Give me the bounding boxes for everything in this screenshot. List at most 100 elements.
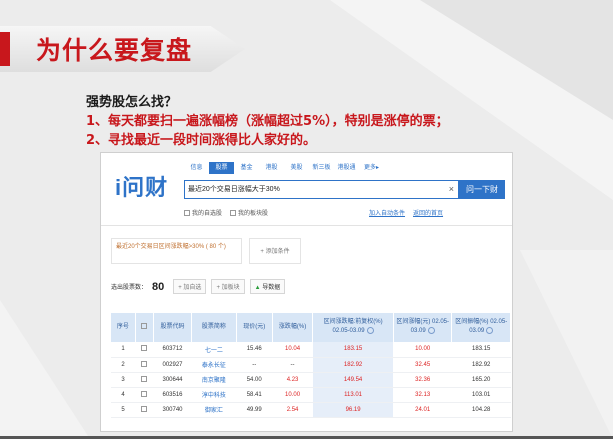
result-count: 80: [152, 280, 165, 293]
header-amplitude[interactable]: 区间振幅(%) 02.05-03.09: [451, 313, 511, 342]
tab-stocks[interactable]: 股票: [209, 162, 234, 174]
checkbox-icon: [230, 210, 237, 217]
checkbox-icon[interactable]: [141, 375, 148, 382]
tab-funds[interactable]: 基金: [240, 165, 253, 171]
point-1: 1、每天都要扫一遍涨幅榜（涨幅超过5%），特别是涨停的票；: [86, 114, 449, 129]
header-index: 序号: [111, 313, 136, 342]
header-range-change[interactable]: 区间涨跌幅:前复权(%) 02.05-03.09: [312, 313, 394, 342]
cell-code[interactable]: 002927: [153, 357, 192, 373]
search-options: 我的自选股 我的板块股: [184, 208, 268, 217]
cell-code[interactable]: 603712: [153, 342, 192, 358]
table-header: 序号 股票代码 股票简称 现价(元) 涨跌幅(%) 区间涨跌幅:前复权(%) 0…: [111, 313, 511, 342]
table-row: 1 603712 七一二 15.46 10.04 183.15 10.00 18…: [111, 342, 511, 358]
cell-range-amount: 32.36: [393, 372, 452, 388]
cell-range-change: 182.92: [312, 357, 394, 373]
cell-name[interactable]: 御家汇: [191, 402, 237, 418]
cell-name[interactable]: 七一二: [191, 342, 237, 358]
add-sector-button[interactable]: + 加板块: [211, 279, 245, 294]
export-icon: ▲: [254, 285, 261, 291]
sort-icon[interactable]: [366, 327, 374, 335]
cell-amplitude: 182.92: [451, 357, 511, 373]
cell-select: [135, 402, 154, 418]
cell-index: 2: [111, 357, 136, 373]
point-2: 2、寻找最近一段时间涨得比人家好的。: [86, 133, 317, 148]
clear-icon[interactable]: ×: [448, 184, 454, 194]
cell-name[interactable]: 泰永长征: [191, 357, 237, 373]
cell-price: 58.41: [236, 387, 273, 403]
checkbox-icon: [184, 210, 190, 217]
checkbox-icon[interactable]: [141, 405, 148, 412]
results-table: 序号 股票代码 股票简称 现价(元) 涨跌幅(%) 区间涨跌幅:前复权(%) 0…: [111, 313, 511, 418]
result-toolbar: 选出股票数： 80 + 加自选 + 加板块 ▲ 导数据: [111, 279, 286, 294]
cell-range-change: 113.01: [312, 387, 394, 403]
cell-select: [135, 357, 154, 373]
iwencai-screenshot: i问财 信息 股票 基金 港股 美股 新三板 港股通 更多▸ 最近20个交易日涨…: [100, 152, 513, 432]
header-range-amount[interactable]: 区间涨幅(元) 02.05-03.09: [393, 313, 453, 342]
checkbox-icon[interactable]: [141, 360, 148, 367]
search-value: 最近20个交易日涨幅大于30%: [188, 186, 280, 193]
header-price[interactable]: 现价(元): [236, 313, 273, 342]
condition-chip[interactable]: 最近20个交易日区间涨跌幅>30% ( 80 个): [111, 238, 242, 264]
iwencai-logo: i问财: [115, 175, 169, 200]
cell-change: 10.04: [272, 342, 313, 358]
title-banner: [0, 26, 245, 72]
search-links: 加入自动条件 返回的首页: [369, 208, 443, 217]
cell-price: 15.46: [236, 342, 273, 358]
table-row: 2 002927 泰永长征 -- -- 182.92 32.45 182.92: [111, 357, 511, 373]
link-home[interactable]: 返回的首页: [413, 211, 444, 217]
cell-amplitude: 104.28: [451, 402, 511, 418]
cell-price: 54.00: [236, 372, 273, 388]
checkbox-icon[interactable]: [141, 345, 148, 352]
banner-accent: [0, 32, 10, 66]
add-watchlist-button[interactable]: + 加自选: [173, 279, 207, 294]
cell-change: --: [272, 357, 313, 373]
checkbox-icon[interactable]: [141, 322, 148, 329]
tab-neeq[interactable]: 新三板: [312, 165, 331, 171]
cell-index: 3: [111, 372, 136, 388]
search-tabs: 信息 股票 基金 港股 美股 新三板 港股通 更多▸: [184, 162, 384, 174]
tab-more[interactable]: 更多▸: [363, 165, 379, 171]
search-input[interactable]: 最近20个交易日涨幅大于30% ×: [184, 180, 459, 199]
cell-select: [135, 342, 154, 358]
cell-code[interactable]: 300644: [153, 372, 192, 388]
cell-amplitude: 183.15: [451, 342, 511, 358]
option-sector[interactable]: 我的板块股: [230, 208, 268, 217]
cell-price: 49.99: [236, 402, 273, 418]
slide-title: 为什么要复盘: [36, 36, 193, 65]
sort-icon[interactable]: [486, 327, 494, 335]
cell-code[interactable]: 300740: [153, 402, 192, 418]
table-row: 5 300740 御家汇 49.99 2.54 96.19 24.01 104.…: [111, 402, 511, 418]
cell-name[interactable]: 淳中科技: [191, 387, 237, 403]
header-change[interactable]: 涨跌幅(%): [272, 313, 314, 342]
tab-info[interactable]: 信息: [190, 165, 203, 171]
table-row: 4 603516 淳中科技 58.41 10.00 113.01 32.13 1…: [111, 387, 511, 403]
search-button[interactable]: 问一下财: [459, 180, 505, 199]
link-auto-condition[interactable]: 加入自动条件: [369, 211, 406, 217]
bottom-rule: [0, 436, 613, 439]
sort-icon[interactable]: [427, 327, 435, 335]
cell-index: 1: [111, 342, 136, 358]
divider: [101, 225, 512, 226]
cell-range-amount: 32.13: [393, 387, 452, 403]
header-code[interactable]: 股票代码: [153, 313, 193, 342]
cell-range-change: 149.54: [312, 372, 394, 388]
cell-range-amount: 32.45: [393, 357, 452, 373]
tab-hk-connect[interactable]: 港股通: [337, 165, 356, 171]
cell-change: 2.54: [272, 402, 313, 418]
cell-change: 4.23: [272, 372, 313, 388]
cell-name[interactable]: 南京聚隆: [191, 372, 237, 388]
cell-range-amount: 10.00: [393, 342, 452, 358]
export-button[interactable]: ▲ 导数据: [249, 279, 286, 294]
option-watchlist[interactable]: 我的自选股: [184, 208, 222, 217]
cell-code[interactable]: 603516: [153, 387, 192, 403]
tab-hk[interactable]: 港股: [265, 165, 278, 171]
checkbox-icon[interactable]: [141, 390, 148, 397]
cell-select: [135, 372, 154, 388]
header-name[interactable]: 股票简称: [191, 313, 237, 342]
cell-range-amount: 24.01: [393, 402, 452, 418]
cell-range-change: 96.19: [312, 402, 394, 418]
add-condition-button[interactable]: + 添加条件: [249, 238, 301, 264]
cell-amplitude: 165.20: [451, 372, 511, 388]
tab-us[interactable]: 美股: [290, 165, 303, 171]
